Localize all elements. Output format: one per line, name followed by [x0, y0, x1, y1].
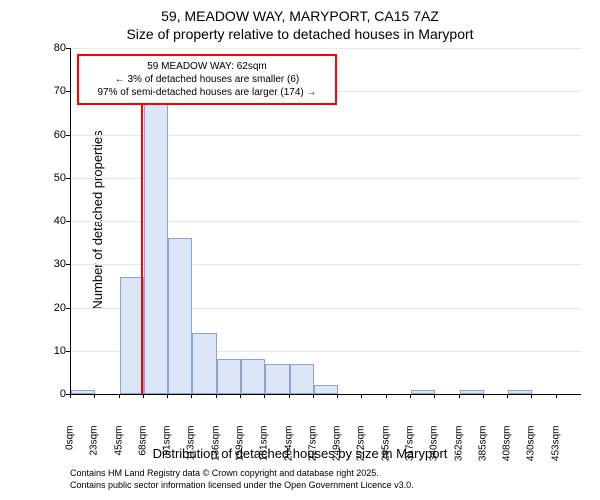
histogram-bar: [144, 104, 168, 394]
annotation-line-2: ← 3% of detached houses are smaller (6): [83, 73, 331, 86]
histogram-bar: [314, 385, 338, 394]
xtick-mark: [386, 394, 387, 398]
annotation-line-3: 97% of semi-detached houses are larger (…: [83, 86, 331, 99]
histogram-bar: [217, 359, 241, 394]
xtick-mark: [119, 394, 120, 398]
xtick-label: 249sqm: [332, 426, 343, 476]
annotation-line-1: 59 MEADOW WAY: 62sqm: [83, 60, 331, 73]
gridline: [71, 48, 581, 49]
xtick-label: 91sqm: [162, 426, 173, 476]
xtick-label: 408sqm: [502, 426, 513, 476]
xtick-label: 317sqm: [405, 426, 416, 476]
chart-container: 59, MEADOW WAY, MARYPORT, CA15 7AZ Size …: [0, 0, 600, 500]
histogram-bar: [168, 238, 192, 394]
xtick-mark: [94, 394, 95, 398]
histogram-bar: [71, 390, 95, 394]
histogram-bar: [265, 364, 289, 394]
xtick-mark: [337, 394, 338, 398]
xtick-label: 385sqm: [477, 426, 488, 476]
xtick-label: 113sqm: [186, 426, 197, 476]
xtick-label: 340sqm: [429, 426, 440, 476]
ytick-mark: [66, 48, 70, 49]
ytick-label: 10: [38, 345, 66, 357]
histogram-bar: [411, 390, 435, 394]
ytick-mark: [66, 351, 70, 352]
ytick-label: 70: [38, 85, 66, 97]
plot-area: 59 MEADOW WAY: 62sqm← 3% of detached hou…: [70, 48, 581, 395]
xtick-label: 136sqm: [210, 426, 221, 476]
xtick-label: 204sqm: [283, 426, 294, 476]
xtick-label: 68sqm: [137, 426, 148, 476]
xtick-mark: [556, 394, 557, 398]
xtick-label: 23sqm: [89, 426, 100, 476]
histogram-bar: [192, 333, 216, 394]
ytick-mark: [66, 308, 70, 309]
histogram-bar: [460, 390, 484, 394]
histogram-bar: [508, 390, 532, 394]
xtick-mark: [410, 394, 411, 398]
xtick-mark: [313, 394, 314, 398]
chart-title-line-1: 59, MEADOW WAY, MARYPORT, CA15 7AZ: [0, 8, 600, 24]
xtick-label: 45sqm: [113, 426, 124, 476]
xtick-mark: [70, 394, 71, 398]
ytick-label: 20: [38, 302, 66, 314]
ytick-label: 30: [38, 258, 66, 270]
xtick-label: 181sqm: [259, 426, 270, 476]
xtick-mark: [531, 394, 532, 398]
xtick-mark: [507, 394, 508, 398]
chart-title-line-2: Size of property relative to detached ho…: [0, 26, 600, 42]
ytick-mark: [66, 135, 70, 136]
footnote-line-2: Contains public sector information licen…: [70, 480, 414, 490]
ytick-label: 40: [38, 215, 66, 227]
xtick-mark: [167, 394, 168, 398]
ytick-mark: [66, 91, 70, 92]
xtick-label: 295sqm: [380, 426, 391, 476]
xtick-mark: [483, 394, 484, 398]
xtick-mark: [216, 394, 217, 398]
xtick-label: 227sqm: [307, 426, 318, 476]
xtick-label: 430sqm: [526, 426, 537, 476]
xtick-mark: [361, 394, 362, 398]
histogram-bar: [241, 359, 265, 394]
annotation-box: 59 MEADOW WAY: 62sqm← 3% of detached hou…: [77, 54, 337, 105]
histogram-bar: [290, 364, 314, 394]
ytick-mark: [66, 221, 70, 222]
xtick-mark: [191, 394, 192, 398]
xtick-label: 362sqm: [453, 426, 464, 476]
ytick-label: 50: [38, 172, 66, 184]
ytick-label: 80: [38, 42, 66, 54]
xtick-label: 0sqm: [65, 426, 76, 476]
xtick-mark: [289, 394, 290, 398]
xtick-label: 159sqm: [235, 426, 246, 476]
xtick-mark: [459, 394, 460, 398]
xtick-mark: [434, 394, 435, 398]
ytick-mark: [66, 178, 70, 179]
xtick-mark: [264, 394, 265, 398]
marker-line: [141, 100, 143, 394]
ytick-label: 60: [38, 129, 66, 141]
xtick-label: 453sqm: [550, 426, 561, 476]
ytick-label: 0: [38, 388, 66, 400]
xtick-label: 272sqm: [356, 426, 367, 476]
xtick-mark: [143, 394, 144, 398]
xtick-mark: [240, 394, 241, 398]
ytick-mark: [66, 264, 70, 265]
